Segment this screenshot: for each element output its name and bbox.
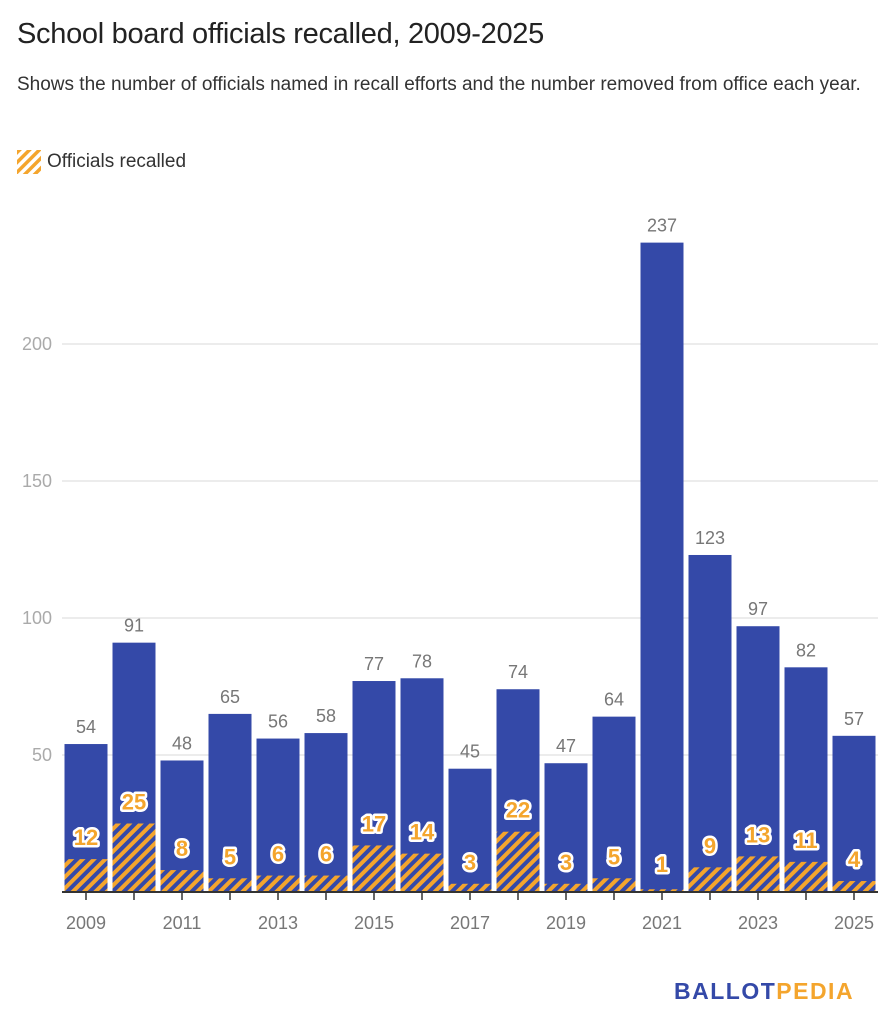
y-tick-label: 200 bbox=[22, 334, 52, 354]
value-label-total: 123 bbox=[695, 528, 725, 548]
bar-recalled-2021 bbox=[640, 889, 684, 892]
value-label-recalled: 11 bbox=[794, 828, 817, 853]
bar-recalled-2014 bbox=[304, 875, 348, 892]
bar-total-2012 bbox=[208, 713, 252, 892]
bar-recalled-2010 bbox=[112, 823, 156, 892]
bar-total-2021 bbox=[640, 242, 684, 892]
value-label-total: 57 bbox=[844, 709, 864, 729]
bar-recalled-2012 bbox=[208, 878, 252, 892]
bars bbox=[64, 242, 876, 892]
value-label-recalled: 9 bbox=[704, 833, 716, 858]
logo-ballot: BALLOT bbox=[674, 978, 777, 1004]
bar-total-2014 bbox=[304, 733, 348, 892]
y-tick-label: 100 bbox=[22, 608, 52, 628]
bar-recalled-2025 bbox=[832, 881, 876, 892]
legend-swatch-stripes-icon bbox=[17, 150, 41, 174]
value-label-total: 97 bbox=[748, 599, 768, 619]
bar-recalled-2017 bbox=[448, 883, 492, 892]
value-label-recalled: 6 bbox=[320, 842, 332, 867]
bar-recalled-2020 bbox=[592, 878, 636, 892]
value-label-total: 64 bbox=[604, 690, 624, 710]
value-label-recalled: 17 bbox=[362, 811, 386, 836]
y-tick-label: 50 bbox=[32, 745, 52, 765]
bar-recalled-2009 bbox=[64, 859, 108, 892]
value-label-total: 237 bbox=[647, 216, 677, 236]
value-label-total: 74 bbox=[508, 662, 528, 682]
value-label-recalled: 8 bbox=[176, 836, 188, 861]
value-label-recalled: 3 bbox=[464, 850, 476, 875]
bar-recalled-2018 bbox=[496, 831, 540, 892]
x-tick-label: 2025 bbox=[834, 913, 874, 933]
x-tick-label: 2017 bbox=[450, 913, 490, 933]
bar-recalled-2015 bbox=[352, 845, 396, 892]
value-label-total: 48 bbox=[172, 733, 192, 753]
value-label-total: 54 bbox=[76, 717, 96, 737]
x-tick-label: 2023 bbox=[738, 913, 778, 933]
value-label-recalled: 3 bbox=[560, 850, 572, 875]
bar-total-2024 bbox=[784, 667, 828, 892]
x-tick-label: 2013 bbox=[258, 913, 298, 933]
legend: Officials recalled bbox=[17, 150, 186, 174]
value-label-recalled: 13 bbox=[746, 822, 770, 847]
x-tick-label: 2015 bbox=[354, 913, 394, 933]
logo-pedia: PEDIA bbox=[776, 978, 855, 1004]
legend-label: Officials recalled bbox=[47, 151, 187, 172]
value-label-recalled: 22 bbox=[506, 798, 530, 823]
bar-total-2025 bbox=[832, 735, 876, 892]
bar-total-2013 bbox=[256, 738, 300, 892]
bar-recalled-2023 bbox=[736, 856, 780, 892]
y-tick-label: 150 bbox=[22, 471, 52, 491]
value-label-recalled: 14 bbox=[410, 820, 435, 845]
value-label-total: 77 bbox=[364, 654, 384, 674]
value-label-total: 58 bbox=[316, 706, 336, 726]
value-label-total: 47 bbox=[556, 736, 576, 756]
value-label-total: 82 bbox=[796, 640, 816, 660]
bar-total-2017 bbox=[448, 768, 492, 892]
bar-recalled-2011 bbox=[160, 870, 204, 892]
x-tick-label: 2021 bbox=[642, 913, 682, 933]
bar-total-2022 bbox=[688, 554, 732, 892]
value-label-recalled: 5 bbox=[608, 844, 620, 869]
bar-recalled-2024 bbox=[784, 861, 828, 892]
bar-total-2019 bbox=[544, 763, 588, 892]
bar-recalled-2019 bbox=[544, 883, 588, 892]
x-tick-label: 2011 bbox=[163, 913, 202, 933]
bar-recalled-2013 bbox=[256, 875, 300, 892]
value-label-total: 91 bbox=[124, 616, 144, 636]
value-label-total: 45 bbox=[460, 742, 480, 762]
data-labels: 5412912548865556658677177814453742247364… bbox=[71, 216, 864, 880]
bar-recalled-2022 bbox=[688, 867, 732, 892]
chart-title: School board officials recalled, 2009-20… bbox=[17, 18, 544, 50]
value-label-recalled: 25 bbox=[122, 790, 146, 815]
chart-subtitle: Shows the number of officials named in r… bbox=[17, 74, 861, 95]
value-label-total: 65 bbox=[220, 687, 240, 707]
value-label-total: 78 bbox=[412, 651, 432, 671]
value-label-recalled: 5 bbox=[224, 844, 236, 869]
bar-total-2020 bbox=[592, 716, 636, 892]
bar-recalled-2016 bbox=[400, 853, 444, 892]
value-label-recalled: 4 bbox=[848, 847, 861, 872]
value-label-recalled: 6 bbox=[272, 842, 284, 867]
value-label-total: 56 bbox=[268, 712, 288, 732]
value-label-recalled: 12 bbox=[74, 825, 98, 850]
x-tick-label: 2009 bbox=[66, 913, 106, 933]
value-label-recalled: 1 bbox=[656, 852, 668, 877]
ballotpedia-logo: BALLOTPEDIA bbox=[674, 978, 854, 1005]
x-tick-label: 2019 bbox=[546, 913, 586, 933]
bar-total-2023 bbox=[736, 626, 780, 892]
x-axis: 2009 2011 2013 2015 2017 2019 2021 2023 2025 bbox=[62, 891, 878, 933]
